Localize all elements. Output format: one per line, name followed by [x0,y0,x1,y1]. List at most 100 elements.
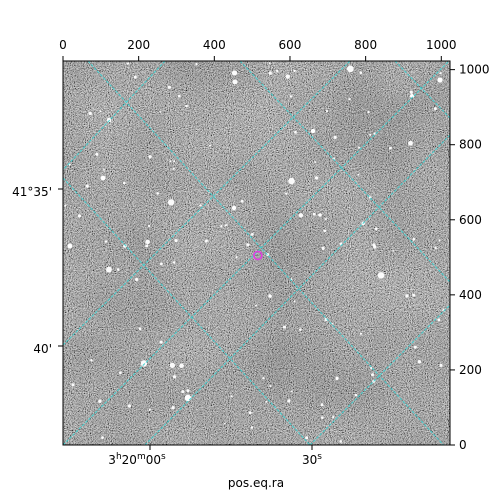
grid-line [63,61,166,171]
star [169,160,172,163]
star [106,266,112,273]
star [138,327,142,331]
bright-star [123,244,127,248]
star [268,62,271,64]
star [312,212,316,216]
star [177,94,181,98]
star [354,393,358,397]
star [148,155,152,159]
star [246,243,250,247]
bottom-ra-axis: 3h20m00s 30s pos.eq.ra [108,445,322,490]
star [71,383,75,387]
grid-line [144,134,450,445]
star [434,246,437,250]
star [417,360,422,364]
grid-line [63,177,311,445]
star [186,389,190,393]
star [325,110,329,113]
star [287,399,291,403]
star [171,406,175,410]
star [204,239,208,243]
star [265,400,268,403]
star [230,395,233,398]
star [405,294,409,298]
star [276,69,279,73]
star [199,204,202,207]
star [119,371,122,375]
star [291,390,293,393]
right-tick-label: 0 [459,438,467,452]
star [439,363,443,367]
star [224,224,227,227]
top-tick-label: 0 [59,38,67,52]
bright-star [318,213,322,217]
star [148,408,151,411]
star [371,373,374,377]
star [412,237,416,241]
star [335,376,339,380]
star [145,244,149,248]
star [250,426,254,429]
star [442,308,445,311]
left-tick-label: 40' [33,342,52,356]
grid-line [239,61,450,283]
star [358,146,361,149]
star [269,385,272,388]
star [98,399,102,403]
star [293,69,296,73]
star [156,192,159,195]
bright-star [184,394,192,402]
bright-star [310,128,316,134]
star [147,224,151,228]
star [359,71,363,74]
star [101,436,104,439]
star [285,74,290,79]
sky-image [63,61,450,445]
left-dec-axis: 41°35' 40' [12,185,63,356]
coordinate-grid [63,61,450,445]
star [174,239,178,243]
star [298,213,304,218]
star [99,110,102,113]
star [172,375,177,379]
star [235,256,238,259]
star [104,240,108,243]
target-marker [253,250,263,261]
star [324,218,327,220]
star [240,199,244,203]
bright-star [231,205,237,211]
top-tick-label: 800 [354,38,377,52]
star [370,366,373,370]
right-tick-label: 1000 [459,63,490,77]
star [321,416,324,420]
star [90,359,93,362]
right-pixel-axis: 0 200 400 600 800 1000 [450,63,490,452]
right-tick-label: 200 [459,363,482,377]
bright-star [268,294,272,298]
star [225,224,228,226]
right-tick-label: 400 [459,288,482,302]
star [392,250,395,252]
star [209,144,211,147]
star [223,422,226,425]
bright-star [100,175,106,181]
top-tick-label: 600 [279,38,302,52]
star [195,62,198,66]
star [373,245,377,249]
star [232,79,238,85]
star [373,132,376,135]
star [369,133,372,136]
star [433,107,437,111]
star [172,261,176,264]
top-pixel-axis: 0 200 400 600 800 1000 [59,38,457,61]
star [294,130,297,134]
star [438,239,441,242]
star [333,135,337,139]
star [299,328,302,331]
star [367,110,370,114]
bright-star [437,77,443,83]
star [321,246,325,250]
star [145,239,150,245]
star [102,168,105,171]
star [248,411,252,415]
